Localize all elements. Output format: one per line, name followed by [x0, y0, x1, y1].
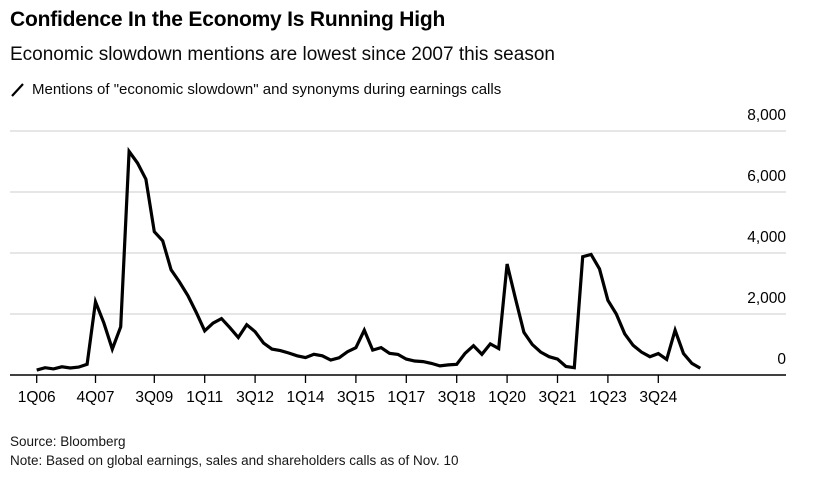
- x-axis-label: 3Q12: [236, 389, 274, 406]
- x-axis-label: 1Q06: [18, 389, 56, 406]
- x-axis-label: 1Q11: [186, 389, 223, 406]
- legend-label: Mentions of "economic slowdown" and syno…: [32, 81, 502, 98]
- x-axis-label: 3Q09: [135, 389, 173, 406]
- x-axis-label: 3Q24: [639, 389, 677, 406]
- y-axis-label: 4,000: [747, 229, 786, 246]
- y-axis-label: 6,000: [747, 168, 786, 185]
- chart-subtitle: Economic slowdown mentions are lowest si…: [10, 44, 555, 65]
- x-axis-label: 3Q18: [438, 389, 476, 406]
- note-text: Note: Based on global earnings, sales an…: [10, 453, 459, 468]
- line-series-icon: [11, 82, 24, 97]
- x-axis-label: 4Q07: [77, 389, 115, 406]
- x-axis-label: 1Q23: [589, 389, 627, 406]
- y-axis-label: 0: [777, 351, 786, 368]
- x-axis-label: 3Q21: [539, 389, 577, 406]
- x-axis-label: 1Q17: [387, 389, 425, 406]
- x-axis-label: 3Q15: [337, 389, 375, 406]
- chart-title: Confidence In the Economy Is Running Hig…: [10, 8, 446, 31]
- x-axis-label: 1Q20: [488, 389, 526, 406]
- chart-legend: Mentions of "economic slowdown" and syno…: [10, 81, 501, 98]
- data-line-series: [36, 146, 702, 372]
- y-axis-label: 8,000: [747, 107, 786, 124]
- x-axis-label: 1Q14: [287, 389, 325, 406]
- source-text: Source: Bloomberg: [10, 434, 126, 449]
- y-axis-label: 2,000: [747, 290, 786, 307]
